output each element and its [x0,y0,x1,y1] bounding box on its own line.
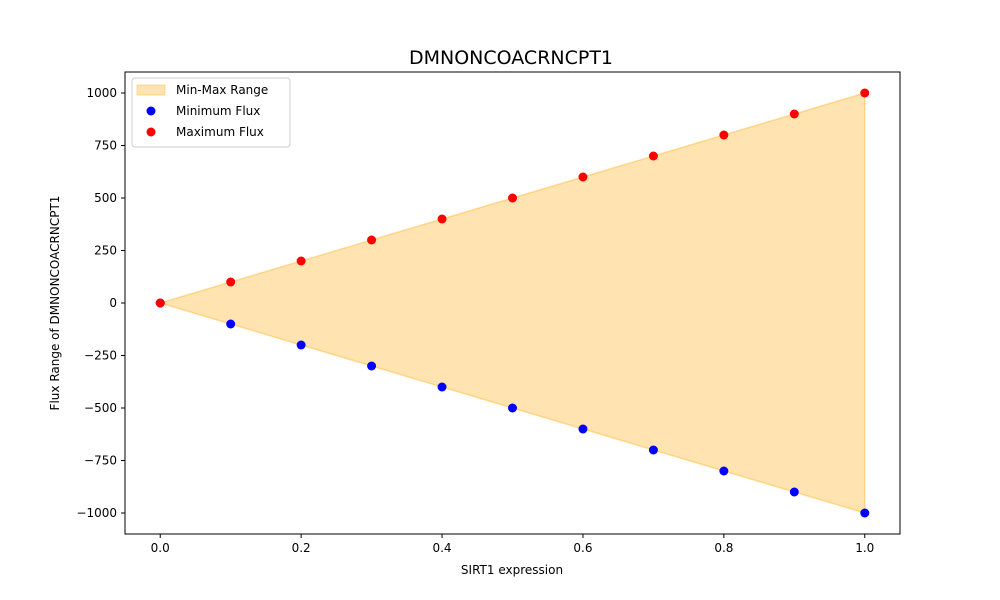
legend-label-minimum-flux: Minimum Flux [176,104,260,118]
minimum-flux-point [437,382,447,392]
x-tick-label: 0.6 [573,541,592,555]
legend-swatch-min-max-range [136,84,166,96]
y-tick-label: −1000 [76,506,117,520]
maximum-flux-point [860,88,870,98]
maximum-flux-point [367,235,377,245]
minimum-flux-point [296,340,306,350]
maximum-flux-point [155,298,165,308]
y-tick-label: 500 [94,191,117,205]
maximum-flux-point [296,256,306,266]
minimum-flux-point [648,445,658,455]
y-axis-label: Flux Range of DMNONCOACRNCPT1 [48,196,62,411]
legend-marker-minimum-flux [146,106,156,116]
legend-label-min-max-range: Min-Max Range [176,83,268,97]
legend-marker-maximum-flux [146,127,156,137]
maximum-flux-point [508,193,517,203]
maximum-flux-point [437,214,447,224]
maximum-flux-point [648,151,658,161]
maximum-flux-point [719,130,729,140]
x-axis: 0.0 0.2 0.4 0.6 0.8 1.0 [151,534,874,555]
x-tick-label: 0.4 [432,541,451,555]
y-tick-label: 0 [109,296,117,310]
minimum-flux-point [719,466,729,476]
x-tick-label: 0.0 [151,541,170,555]
legend-label-maximum-flux: Maximum Flux [176,125,264,139]
points-layer [155,88,870,518]
minimum-flux-point [860,508,870,518]
maximum-flux-point [578,172,588,182]
y-tick-label: 750 [94,139,117,153]
minimum-flux-point [578,424,588,434]
maximum-flux-point [789,109,799,119]
minimum-flux-point [367,361,377,371]
minimum-flux-point [789,487,799,497]
minimum-flux-point [508,403,517,413]
chart-title: DMNONCOACRNCPT1 [409,47,613,69]
x-tick-label: 1.0 [855,541,874,555]
minimum-flux-point [226,319,236,329]
maximum-flux-point [226,277,236,287]
legend: Min-Max Range Minimum Flux Maximum Flux [131,77,291,148]
fill-layer [157,91,866,515]
y-axis: −1000 −750 −500 −250 0 250 500 750 1000 [76,86,125,520]
y-tick-label: −250 [84,349,117,363]
x-tick-label: 0.8 [714,541,733,555]
y-tick-label: 250 [94,244,117,258]
y-tick-label: −500 [84,401,117,415]
y-tick-label: −750 [84,454,117,468]
x-axis-label: SIRT1 expression [461,563,563,577]
x-tick-label: 0.2 [292,541,311,555]
min-max-range-fill [157,91,866,515]
y-tick-label: 1000 [86,86,117,100]
legend-box [131,77,291,148]
